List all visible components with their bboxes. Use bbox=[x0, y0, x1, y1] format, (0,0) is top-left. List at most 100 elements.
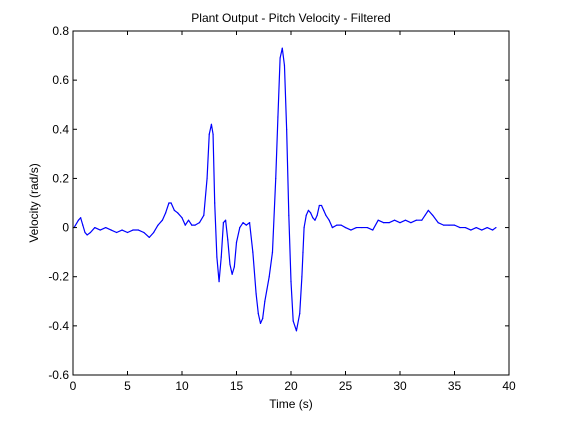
data-point bbox=[314, 219, 316, 221]
data-point bbox=[208, 133, 210, 135]
data-point bbox=[218, 281, 220, 283]
series-layer bbox=[73, 47, 497, 332]
data-point bbox=[383, 222, 385, 224]
data-point bbox=[257, 312, 259, 315]
data-point bbox=[325, 214, 327, 216]
data-point bbox=[307, 209, 310, 211]
data-point bbox=[82, 224, 84, 226]
data-point bbox=[212, 133, 214, 135]
data-point bbox=[443, 224, 445, 226]
data-point bbox=[229, 263, 231, 266]
tick-layer: 0 5 10 15 20 25 30 35 40 -0.6 -0.4 -0.2 0 0.2 0.4 0.6 0.… bbox=[48, 24, 516, 393]
data-point bbox=[336, 224, 338, 226]
data-point bbox=[187, 219, 190, 221]
y-tick-label: 0 bbox=[62, 221, 69, 235]
data-point bbox=[143, 231, 145, 234]
data-point bbox=[203, 214, 205, 216]
data-point bbox=[242, 222, 244, 224]
data-point bbox=[459, 226, 461, 229]
data-point bbox=[105, 226, 107, 229]
data-point bbox=[191, 224, 193, 226]
data-point bbox=[481, 229, 483, 231]
data-point bbox=[299, 312, 301, 315]
data-point bbox=[137, 229, 139, 231]
x-tick-label: 40 bbox=[502, 379, 516, 393]
y-axis-title: Velocity (rad/s) bbox=[27, 163, 41, 242]
data-point bbox=[262, 317, 264, 320]
x-tick-label: 20 bbox=[284, 379, 298, 393]
x-axis-title: Time (s) bbox=[269, 397, 313, 411]
x-tick-label: 5 bbox=[124, 379, 131, 393]
data-point bbox=[77, 219, 80, 221]
data-point bbox=[377, 219, 379, 221]
data-point bbox=[252, 251, 254, 253]
data-point bbox=[266, 288, 268, 290]
data-point bbox=[184, 224, 186, 226]
data-point bbox=[239, 226, 241, 229]
data-point bbox=[410, 222, 412, 224]
data-point bbox=[295, 330, 298, 332]
data-point bbox=[427, 209, 429, 211]
data-point bbox=[470, 229, 472, 231]
data-point bbox=[318, 204, 320, 207]
data-point bbox=[99, 229, 101, 231]
data-point bbox=[89, 231, 92, 234]
data-point bbox=[361, 226, 363, 229]
data-point bbox=[231, 273, 233, 275]
data-point bbox=[214, 202, 216, 204]
data-point bbox=[475, 226, 477, 229]
data-point bbox=[132, 229, 134, 231]
x-tick-label: 25 bbox=[339, 379, 353, 393]
y-tick-label: 0.6 bbox=[52, 73, 69, 87]
data-point bbox=[216, 256, 218, 258]
data-point bbox=[165, 212, 167, 214]
data-point bbox=[110, 229, 112, 231]
data-point bbox=[279, 57, 281, 59]
y-tick-label: -0.6 bbox=[48, 368, 69, 382]
data-point bbox=[225, 219, 227, 221]
data-point bbox=[235, 241, 238, 243]
data-point bbox=[302, 251, 304, 253]
data-point bbox=[161, 219, 163, 221]
data-point bbox=[344, 226, 347, 229]
data-point bbox=[170, 202, 172, 204]
data-point bbox=[453, 224, 456, 226]
data-point bbox=[259, 322, 262, 324]
data-point bbox=[303, 226, 305, 229]
data-point bbox=[222, 222, 225, 224]
data-point bbox=[248, 222, 251, 224]
data-point bbox=[323, 209, 325, 211]
data-point bbox=[350, 229, 352, 231]
data-point bbox=[86, 234, 88, 236]
data-point bbox=[437, 222, 439, 224]
data-point bbox=[177, 212, 179, 214]
data-point bbox=[233, 266, 235, 268]
data-point bbox=[116, 231, 118, 234]
data-point bbox=[283, 64, 286, 66]
data-point bbox=[310, 212, 312, 214]
data-point bbox=[255, 293, 257, 295]
x-tick-label: 10 bbox=[175, 379, 189, 393]
data-point bbox=[157, 224, 159, 226]
data-point bbox=[94, 226, 96, 229]
data-point bbox=[421, 219, 423, 221]
data-point bbox=[181, 217, 183, 219]
data-point bbox=[271, 251, 274, 253]
data-point bbox=[206, 177, 208, 180]
data-point bbox=[340, 224, 342, 226]
data-point bbox=[301, 276, 303, 278]
data-point bbox=[448, 224, 450, 226]
x-tick-label: 30 bbox=[393, 379, 407, 393]
data-point bbox=[227, 239, 229, 241]
chart-title: Plant Output - Pitch Velocity - Filtered bbox=[191, 11, 390, 25]
data-point bbox=[173, 209, 175, 211]
data-point bbox=[220, 256, 222, 258]
data-point bbox=[126, 231, 129, 234]
plot-area bbox=[73, 31, 509, 375]
x-tick-label: 0 bbox=[70, 379, 77, 393]
data-point bbox=[388, 222, 390, 224]
data-point bbox=[292, 320, 294, 322]
data-point bbox=[415, 219, 417, 221]
data-point bbox=[331, 226, 334, 229]
data-point bbox=[305, 214, 307, 216]
